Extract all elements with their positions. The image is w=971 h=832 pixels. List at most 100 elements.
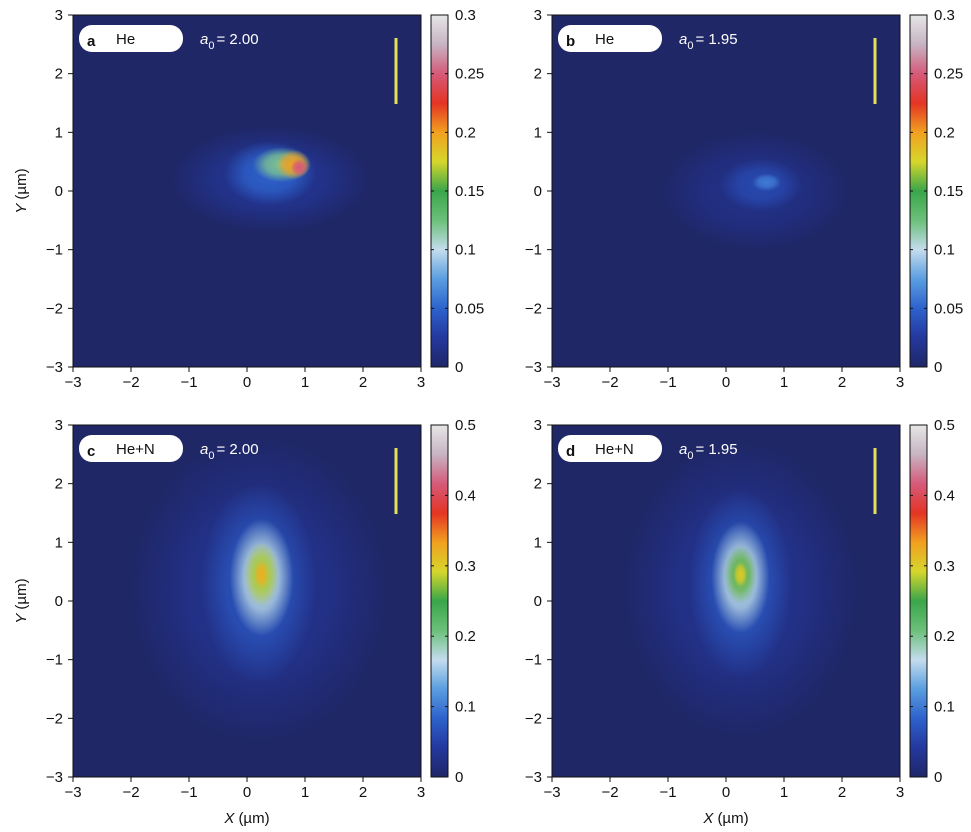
annotation: a0 = 1.95 [679, 441, 738, 462]
x-tick-label: −1 [659, 784, 676, 801]
x-tick-label: 3 [417, 784, 425, 801]
label-box [79, 435, 183, 462]
colorbar-tick-label: 0.2 [455, 124, 476, 141]
colorbar-tick-label: 0.4 [934, 487, 955, 504]
colorbar-tick-label: 0.3 [455, 558, 476, 575]
x-tick-label: −3 [64, 374, 81, 391]
heatmap-area [624, 442, 857, 736]
intensity-spot [253, 559, 270, 590]
annotation: a0 = 2.00 [200, 31, 259, 52]
colorbar [909, 424, 928, 778]
label-box [558, 435, 662, 462]
y-tick-label: 3 [55, 7, 63, 24]
x-tick-label: 0 [243, 374, 251, 391]
colorbar-tick-label: 0 [934, 359, 942, 376]
x-tick-label: 0 [722, 784, 730, 801]
colorbar-tick-label: 0.15 [455, 183, 484, 200]
y-axis-unit: (µm) [13, 578, 30, 609]
x-tick-label: −2 [601, 374, 618, 391]
annotation: a0 = 2.00 [200, 441, 259, 462]
y-tick-label: 3 [534, 7, 542, 24]
panel: b He a0 = 1.95−3 −2 −1 0 1 2 3−3−2−1012300.050.10… [525, 7, 963, 391]
intensity-spot [290, 158, 308, 177]
heatmap-area [662, 132, 848, 250]
colorbar-tick-label: 0.4 [455, 487, 476, 504]
colorbar-tick-label: 0.25 [455, 66, 484, 83]
x-axis-label: X (µm) [702, 810, 748, 827]
x-tick-label: −1 [659, 374, 676, 391]
gas-label: He+N [595, 441, 634, 458]
y-tick-label: −1 [525, 242, 542, 259]
annotation-symbol: a [679, 31, 687, 48]
x-axis-label: X (µm) [223, 810, 269, 827]
x-tick-label: 2 [838, 374, 846, 391]
y-tick-label: 2 [534, 66, 542, 83]
colorbar-tick-label: 0.2 [934, 628, 955, 645]
y-tick-label: 1 [534, 124, 542, 141]
panel-letter: a [87, 33, 96, 50]
x-tick-label: 2 [838, 784, 846, 801]
colorbar-tick-label: 0.15 [934, 183, 963, 200]
annotation-subscript: 0 [208, 450, 214, 462]
y-axis-var: Y [13, 613, 30, 624]
x-tick-label: −2 [122, 374, 139, 391]
annotation-symbol: a [200, 441, 208, 458]
x-tick-label: 1 [301, 784, 309, 801]
x-tick-label: 1 [301, 374, 309, 391]
x-axis-unit: (µm) [238, 810, 269, 827]
x-axis-unit: (µm) [717, 810, 748, 827]
colorbar-tick-label: 0.5 [934, 417, 955, 434]
y-axis-label: Y (µm) [13, 168, 30, 213]
y-tick-label: −2 [46, 710, 63, 727]
panel-letter: b [566, 33, 575, 50]
x-tick-label: −2 [122, 784, 139, 801]
y-tick-label: 1 [55, 534, 63, 551]
y-tick-label: −2 [46, 300, 63, 317]
y-tick-label: 1 [534, 534, 542, 551]
x-tick-label: −3 [543, 784, 560, 801]
y-tick-label: −3 [525, 769, 542, 786]
x-tick-label: −1 [180, 374, 197, 391]
annotation-symbol: a [679, 441, 687, 458]
annotation-value: = 1.95 [695, 31, 737, 48]
x-tick-label: −1 [180, 784, 197, 801]
gas-label: He [116, 31, 135, 48]
annotation-value: = 2.00 [216, 31, 258, 48]
colorbar-tick-label: 0.05 [934, 300, 963, 317]
colorbar-tick-label: 0 [934, 769, 942, 786]
y-tick-label: −3 [525, 359, 542, 376]
y-tick-label: 2 [534, 476, 542, 493]
colorbar-tick-label: 0.5 [455, 417, 476, 434]
y-tick-label: 0 [534, 593, 542, 610]
x-tick-label: 2 [359, 784, 367, 801]
x-tick-label: −3 [543, 374, 560, 391]
colorbar-tick-label: 0.2 [934, 124, 955, 141]
annotation-value: = 1.95 [695, 441, 737, 458]
label-box [79, 25, 183, 52]
annotation-symbol: a [200, 31, 208, 48]
y-axis-unit: (µm) [13, 168, 30, 199]
colorbar-tick-label: 0.2 [455, 628, 476, 645]
annotation-value: = 2.00 [216, 441, 258, 458]
y-tick-label: −2 [525, 710, 542, 727]
colorbar-tick-label: 0.25 [934, 66, 963, 83]
colorbar-tick-label: 0 [455, 359, 463, 376]
x-tick-label: 3 [417, 374, 425, 391]
colorbar-tick-label: 0.1 [934, 699, 955, 716]
gas-label: He [595, 31, 614, 48]
colorbar [430, 424, 449, 778]
y-tick-label: 1 [55, 124, 63, 141]
y-axis-label: Y (µm) [13, 578, 30, 623]
x-tick-label: −3 [64, 784, 81, 801]
y-tick-label: 3 [534, 417, 542, 434]
colorbar-tick-label: 0.1 [455, 699, 476, 716]
x-tick-label: 3 [896, 374, 904, 391]
intensity-spot [752, 173, 782, 191]
x-tick-label: 3 [896, 784, 904, 801]
y-tick-label: −3 [46, 359, 63, 376]
annotation: a0 = 1.95 [679, 31, 738, 52]
x-tick-label: 0 [243, 784, 251, 801]
